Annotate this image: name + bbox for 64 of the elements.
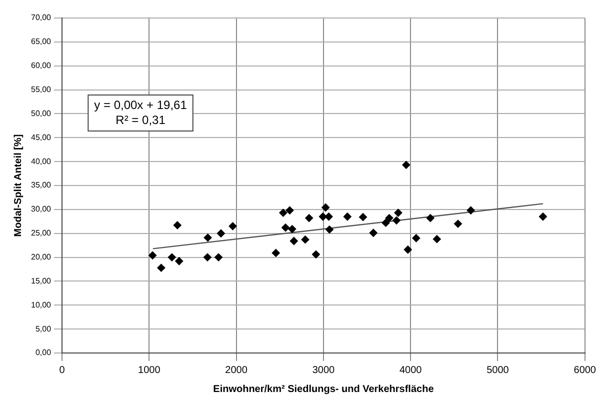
y-tick-label: 45,00: [30, 132, 52, 142]
y-tick-label: 0,00: [35, 348, 52, 358]
x-tick-label: 2000: [225, 364, 248, 376]
point: [203, 253, 212, 262]
point: [382, 218, 390, 227]
annotation: y = 0,00x + 19,61: [94, 98, 188, 112]
y-tick-label: 15,00: [30, 276, 52, 286]
x-tick-label: 4000: [399, 364, 422, 376]
point: [538, 212, 547, 221]
point: [318, 212, 327, 221]
y-tick-label: 25,00: [30, 228, 52, 238]
point: [279, 208, 288, 217]
point: [392, 216, 400, 224]
point: [216, 229, 225, 238]
point: [454, 220, 462, 228]
point: [214, 253, 223, 262]
x-tick-label: 5000: [486, 364, 510, 376]
point: [426, 214, 434, 222]
point: [288, 225, 296, 234]
point: [322, 204, 330, 212]
point: [157, 264, 166, 272]
point: [228, 222, 237, 230]
point: [466, 206, 475, 214]
point: [325, 226, 334, 234]
point: [173, 221, 182, 230]
y-tick-label: 55,00: [30, 84, 52, 94]
y-tick-label: 30,00: [30, 204, 52, 214]
point: [148, 251, 157, 260]
point: [286, 206, 294, 214]
point: [369, 228, 378, 237]
annotation: R² = 0,31: [116, 112, 166, 127]
y-tick-label: 40,00: [30, 156, 52, 166]
point: [175, 257, 184, 266]
point: [343, 212, 352, 221]
point: [394, 208, 402, 217]
x-tick-label: 0: [59, 364, 66, 376]
y-tick-label: 35,00: [30, 180, 52, 190]
point: [324, 212, 333, 221]
point: [168, 253, 176, 262]
y-tick-label: 5,00: [35, 324, 52, 334]
point: [282, 224, 290, 232]
x-tick-label: 6000: [574, 364, 596, 376]
point: [385, 214, 394, 222]
point: [204, 234, 212, 242]
x-tick-label: 1000: [138, 364, 161, 376]
point: [312, 250, 320, 258]
y-axis-title: Modal-Split Anteil [%]: [12, 134, 24, 237]
point: [412, 234, 420, 242]
y-tick-label: 70,00: [30, 13, 52, 22]
y-tick-label: 65,00: [30, 37, 52, 46]
point: [272, 248, 280, 257]
point: [359, 213, 368, 222]
y-tick-label: 50,00: [30, 108, 52, 118]
y-tick-label: 20,00: [30, 252, 52, 262]
point: [301, 236, 310, 244]
point: [305, 214, 314, 222]
x-axis-title: Einwohner/km² Siedlungs- und Verkehrsfläche: [213, 384, 434, 395]
y-tick-label: 10,00: [30, 300, 52, 310]
point: [402, 160, 410, 169]
point: [404, 246, 412, 254]
y-tick-label: 60,00: [30, 61, 52, 70]
x-tick-label: 3000: [312, 364, 336, 376]
point: [290, 237, 298, 246]
point: [432, 235, 441, 244]
